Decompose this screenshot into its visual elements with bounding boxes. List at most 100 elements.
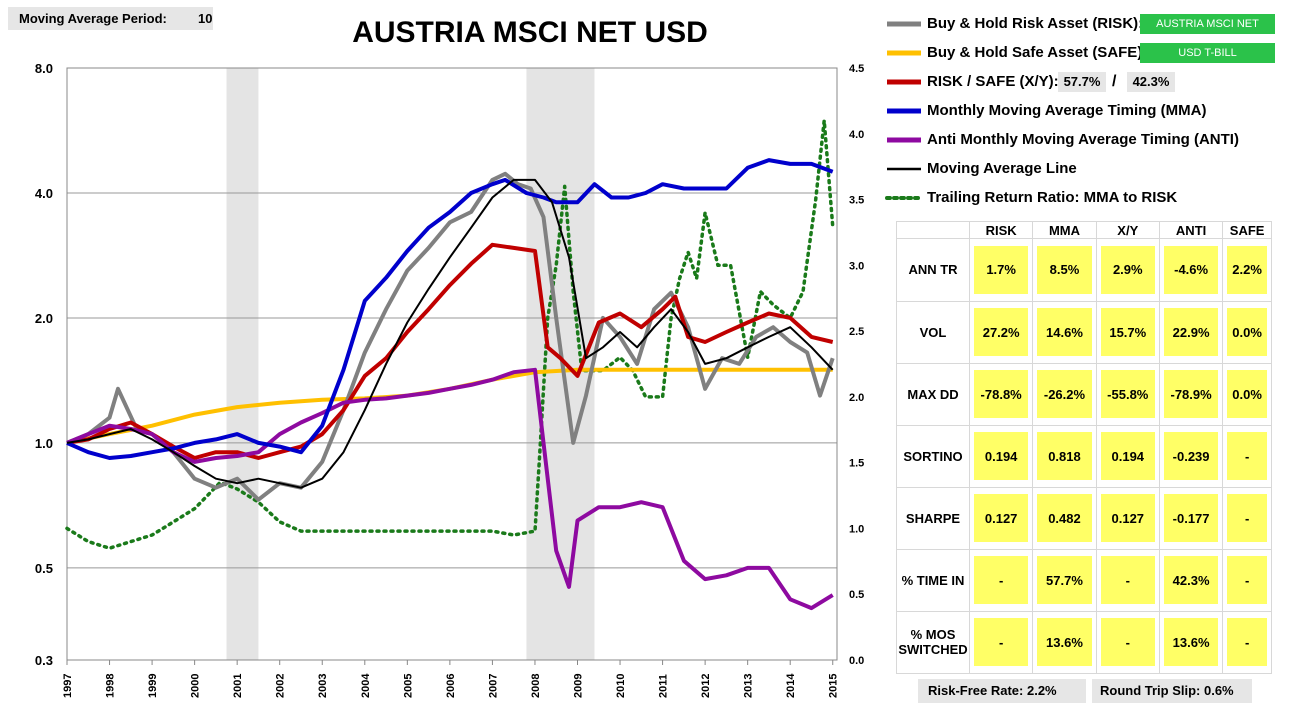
stats-cell: 0.194 (1095, 424, 1160, 488)
stats-value: -0.177 (1163, 494, 1219, 543)
y-left-tick-label: 0.3 (35, 653, 53, 668)
legend-label: Anti Monthly Moving Average Timing (ANTI… (927, 131, 1239, 148)
stats-cell: -78.8% (968, 362, 1034, 426)
x-tick-label: 2002 (275, 674, 287, 698)
round-trip-slip: Round Trip Slip: 0.6% (1092, 679, 1252, 703)
x-tick-label: 2011 (658, 674, 670, 698)
stats-value: 0.482 (1037, 494, 1092, 543)
legend-label: Monthly Moving Average Timing (MMA) (927, 102, 1207, 119)
stats-row: MAX DD -78.8% -26.2% -55.8% -78.9% 0.0% (896, 362, 1272, 426)
stats-cell: 14.6% (1032, 300, 1097, 364)
legend-label: Buy & Hold Risk Asset (RISK): (927, 15, 1144, 32)
stats-row-label: MAX DD (896, 362, 970, 426)
stats-col-header: RISK (968, 220, 1034, 240)
stats-cell: 22.9% (1158, 300, 1224, 364)
series-line (66, 242, 834, 460)
stats-cell: -0.177 (1158, 486, 1224, 550)
plot-frame (66, 67, 838, 661)
stats-cell: 8.5% (1032, 238, 1097, 302)
ma-period-box: Moving Average Period: 10 (8, 7, 213, 30)
x-tick-label: 2013 (743, 674, 755, 698)
stats-cell: 1.7% (968, 238, 1034, 302)
legend-swatch (887, 79, 921, 85)
stats-row-label: % TIME IN (896, 548, 970, 612)
stats-cell: -55.8% (1095, 362, 1160, 426)
stats-cell: - (1222, 548, 1272, 612)
stats-row-label: SORTINO (896, 424, 970, 488)
stats-cell: 0.194 (968, 424, 1034, 488)
stats-cell: 0.127 (968, 486, 1034, 550)
stats-value: -78.8% (974, 370, 1029, 419)
series-line (66, 171, 835, 502)
stats-col-header: ANTI (1158, 220, 1224, 240)
x-tick-label: 2010 (615, 674, 627, 698)
recession-band (226, 68, 259, 660)
legend-swatch (887, 108, 921, 114)
stats-cell: 27.2% (968, 300, 1034, 364)
stats-cell: -26.2% (1032, 362, 1097, 426)
x-tick-label: 2007 (487, 674, 499, 698)
stats-value: - (1100, 556, 1155, 605)
legend-swatch (887, 137, 921, 143)
stats-value: 13.6% (1163, 618, 1219, 667)
ma-period-value: 10 (198, 11, 213, 26)
ma-period-label: Moving Average Period: (19, 11, 167, 26)
stats-value: 2.9% (1100, 245, 1155, 294)
stats-cell: 42.3% (1158, 548, 1224, 612)
series-line (66, 367, 833, 445)
legend-label: Trailing Return Ratio: MMA to RISK (927, 189, 1178, 206)
y-left-tick-label: 2.0 (35, 311, 53, 326)
stats-value: 1.7% (974, 245, 1029, 294)
x-tick-label: 2014 (785, 673, 797, 698)
stats-value: 0.0% (1227, 370, 1267, 419)
y-right-tick-label: 2.0 (849, 392, 864, 404)
stats-value: 57.7% (1037, 556, 1092, 605)
y-right-tick-label: 0.5 (849, 589, 864, 601)
stats-value: 0.127 (1100, 494, 1155, 543)
stats-cell: 13.6% (1158, 610, 1224, 675)
x-tick-label: 1997 (62, 674, 74, 698)
stats-cell: 0.818 (1032, 424, 1097, 488)
stats-cell: 0.127 (1095, 486, 1160, 550)
x-tick-label: 2005 (402, 674, 414, 698)
stats-row-label: % MOS SWITCHED (896, 610, 970, 675)
stats-value: - (1227, 618, 1267, 667)
stats-value: 2.2% (1227, 245, 1267, 294)
y-right-tick-label: 1.0 (849, 523, 864, 535)
x-tick-label: 2004 (360, 673, 372, 698)
stats-value: 27.2% (974, 308, 1029, 357)
stats-row-label: ANN TR (896, 238, 970, 302)
stats-corner (896, 220, 970, 240)
x-tick-label: 2009 (572, 674, 584, 698)
y-left-tick-label: 4.0 (35, 186, 53, 201)
y-right-tick-label: 1.5 (849, 458, 864, 470)
stats-value: -26.2% (1037, 370, 1092, 419)
stats-col-header: MMA (1032, 220, 1097, 240)
stats-header-row: RISK MMA X/Y ANTI SAFE (896, 220, 1272, 240)
stats-cell: 2.2% (1222, 238, 1272, 302)
x-tick-label: 1999 (147, 674, 159, 698)
series-line (65, 118, 835, 550)
stats-value: - (1227, 556, 1267, 605)
stats-cell: - (1222, 424, 1272, 488)
stats-cell: - (1095, 548, 1160, 612)
stats-cell: -0.239 (1158, 424, 1224, 488)
stats-value: 14.6% (1037, 308, 1092, 357)
x-tick-label: 2001 (232, 674, 244, 698)
stats-row: ANN TR 1.7% 8.5% 2.9% -4.6% 2.2% (896, 238, 1272, 302)
stats-value: 8.5% (1037, 245, 1092, 294)
legend-swatch (885, 196, 923, 200)
x-tick-label: 1998 (105, 674, 117, 698)
stats-value: -55.8% (1100, 370, 1155, 419)
stats-col-header: SAFE (1222, 220, 1272, 240)
stats-row: SORTINO 0.194 0.818 0.194 -0.239- (896, 424, 1272, 488)
chart-title: AUSTRIA MSCI NET USD (352, 16, 708, 49)
stats-value: 42.3% (1163, 556, 1219, 605)
x-tick-label: 2000 (190, 674, 202, 698)
x-tick-label: 2012 (700, 674, 712, 698)
stats-cell: 13.6% (1032, 610, 1097, 675)
stats-value: - (1227, 432, 1267, 481)
risk-asset-box: AUSTRIA MSCI NET (1140, 14, 1275, 34)
series-line (66, 158, 834, 460)
y-right-tick-label: 2.5 (849, 326, 864, 338)
